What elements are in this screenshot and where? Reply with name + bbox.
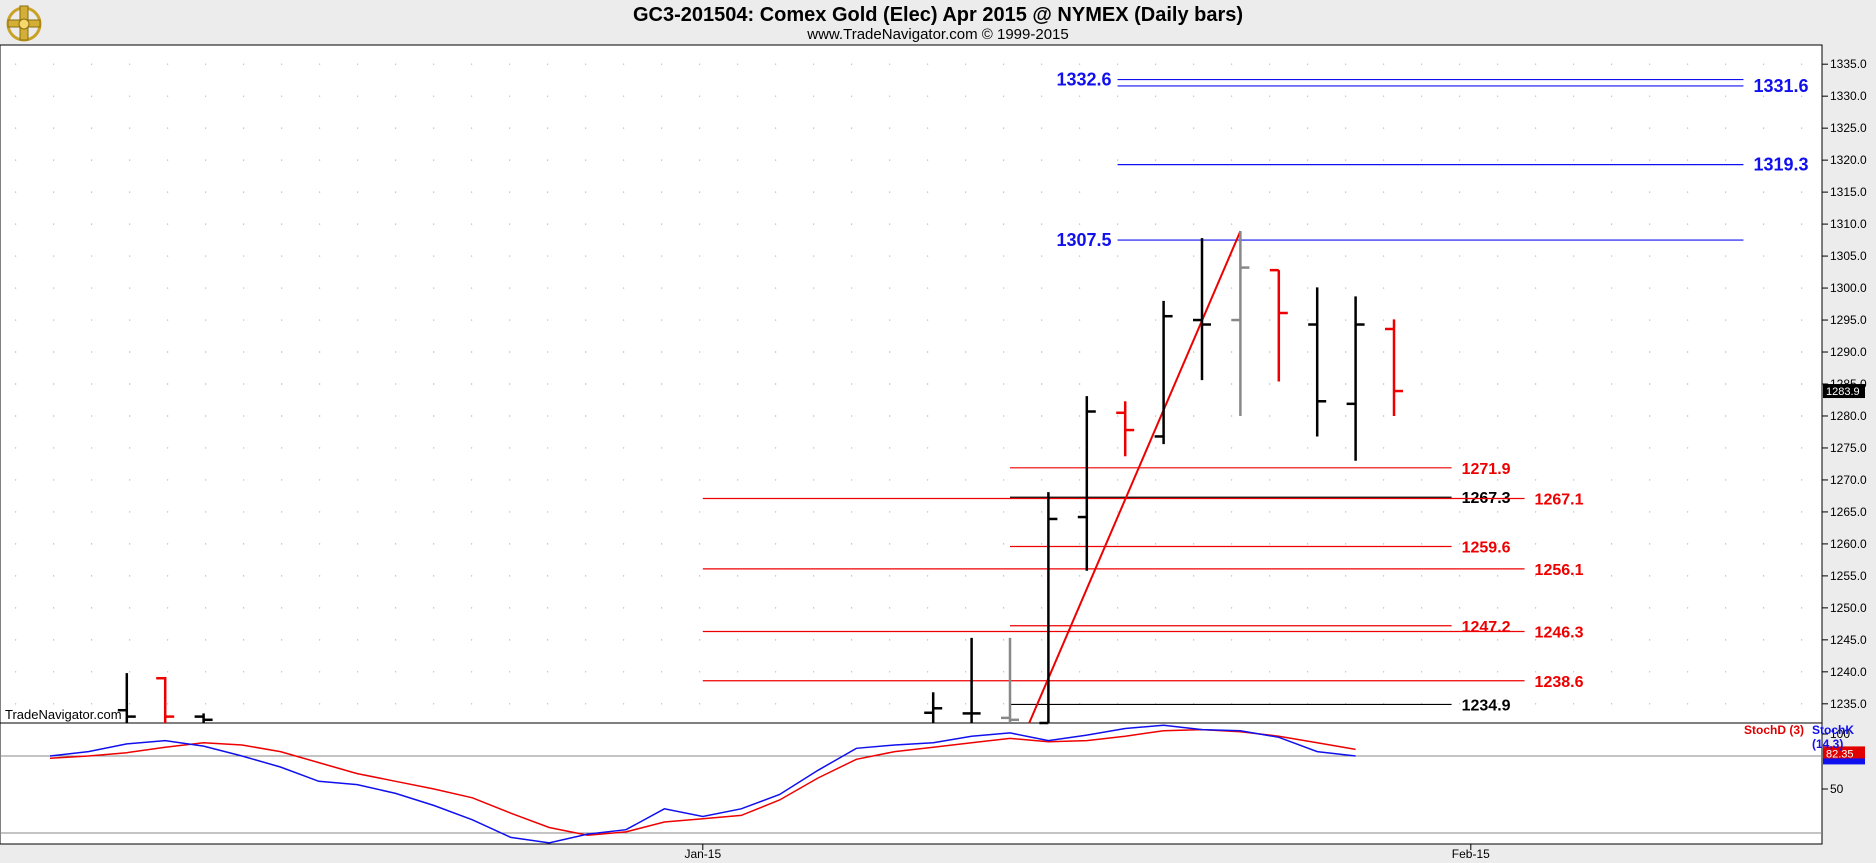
level-label: 1247.2 — [1462, 619, 1511, 636]
trendline-segment — [1028, 230, 1242, 724]
grid-dot-rows — [15, 63, 1803, 705]
stoch-value-box — [1823, 746, 1865, 761]
y-tick-label: 1290.0 — [1830, 345, 1867, 359]
x-tick-label: Jan-15 — [684, 847, 721, 861]
ohlc-bar — [1077, 396, 1096, 571]
y-tick-label: 1310.0 — [1830, 217, 1867, 231]
ohlc-bar — [1116, 401, 1135, 457]
ohlc-bar — [1039, 492, 1058, 725]
stochastic-axis: 100 50 82.35 — [1822, 727, 1865, 796]
ohlc-bar — [1154, 300, 1173, 445]
ohlc-bar — [1346, 296, 1365, 461]
x-tick-label: Feb-15 — [1452, 847, 1490, 861]
price-panel — [0, 44, 1823, 724]
trendline — [1028, 230, 1242, 724]
last-price-box — [1823, 384, 1865, 399]
ohlc-bar — [1193, 238, 1211, 381]
y-tick-label: 1295.0 — [1830, 313, 1867, 327]
stochastic-lines — [0, 724, 1822, 844]
level-label: 1307.5 — [1056, 230, 1111, 250]
y-tick-label: 1300.0 — [1830, 281, 1867, 295]
ohlc-bar — [117, 673, 136, 723]
y-tick-label: 1330.0 — [1830, 89, 1867, 103]
stoch-value-label: 82.35 — [1826, 748, 1854, 760]
y-tick-label: 1315.0 — [1830, 185, 1867, 199]
level-label: 1234.9 — [1462, 697, 1511, 714]
level-label: 1319.3 — [1753, 155, 1808, 175]
chart-subtitle: www.TradeNavigator.com © 1999-2015 — [807, 26, 1069, 43]
price-axis: 1235.0 1240.0 1245.0 1250.0 1255.0 1260.0 1265… — [1822, 57, 1867, 711]
y-tick-label: 1265.0 — [1830, 505, 1867, 519]
watermark: TradeNavigator.com — [5, 707, 122, 722]
ohlc-bar — [1001, 637, 1019, 723]
level-label: 1246.3 — [1535, 625, 1584, 642]
ohlc-bar — [962, 637, 981, 723]
stoch-line — [49, 728, 1356, 836]
level-label: 1256.1 — [1535, 562, 1584, 579]
trade-navigator-logo-icon — [6, 5, 42, 42]
ohlc-bar — [1231, 231, 1250, 416]
ohlc-bar — [194, 713, 213, 723]
chart-title: GC3-201504: Comex Gold (Elec) Apr 2015 @… — [632, 4, 1244, 26]
y-tick-label: 1275.0 — [1830, 441, 1867, 455]
y-tick-label: 1245.0 — [1830, 633, 1867, 647]
y-tick-label: 1240.0 — [1830, 665, 1867, 679]
y-tick-label: 1280.0 — [1830, 409, 1867, 423]
y-tick-label: 1335.0 — [1830, 57, 1867, 71]
stoch-tick-label: 100 — [1830, 727, 1850, 741]
y-tick-label: 1320.0 — [1830, 153, 1867, 167]
stoch-k-value-box — [1823, 758, 1865, 765]
ohlc-bar — [924, 692, 943, 723]
level-label: 1331.6 — [1753, 76, 1808, 96]
stoch-line — [49, 724, 1356, 844]
y-tick-label: 1260.0 — [1830, 537, 1867, 551]
level-label: 1332.6 — [1056, 70, 1111, 90]
y-tick-label: 1250.0 — [1830, 601, 1867, 615]
level-label: 1267.1 — [1535, 491, 1584, 508]
last-price-label: 1283.9 — [1826, 386, 1860, 398]
level-label: 1271.9 — [1462, 461, 1511, 478]
price-bars — [117, 231, 1403, 725]
time-axis: Jan-15 Feb-15 — [684, 844, 1490, 861]
level-label: 1259.6 — [1462, 539, 1511, 556]
stochastic-panel — [0, 722, 1823, 845]
level-label: 1238.6 — [1535, 674, 1584, 691]
grid-dots — [15, 63, 1803, 705]
y-tick-label: 1305.0 — [1830, 249, 1867, 263]
ohlc-bar — [1308, 287, 1327, 437]
stoch-tick-label: 50 — [1830, 782, 1844, 796]
ohlc-bar — [1385, 319, 1403, 416]
ohlc-bar — [156, 676, 175, 723]
ohlc-bar — [1269, 268, 1288, 382]
y-axis-strip — [1822, 45, 1876, 844]
legend-stoch-k: StochK (14,3) — [1812, 723, 1854, 751]
y-tick-label: 1325.0 — [1830, 121, 1867, 135]
y-tick-label: 1235.0 — [1830, 697, 1867, 711]
y-tick-label: 1270.0 — [1830, 473, 1867, 487]
legend-stoch-d: StochD (3) — [1744, 723, 1804, 737]
y-tick-label: 1255.0 — [1830, 569, 1867, 583]
